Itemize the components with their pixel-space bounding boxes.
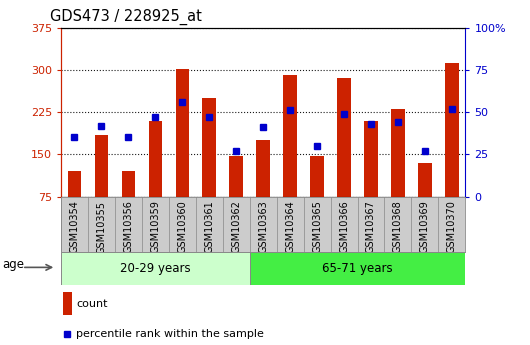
Text: GSM10355: GSM10355 [96, 200, 107, 254]
Bar [364, 120, 378, 239]
Text: age: age [3, 258, 25, 271]
Bar [95, 135, 108, 239]
Text: percentile rank within the sample: percentile rank within the sample [76, 329, 264, 339]
Text: GSM10369: GSM10369 [420, 200, 430, 253]
Text: GSM10359: GSM10359 [151, 200, 160, 253]
Bar [284, 76, 297, 239]
Bar [311, 156, 324, 239]
Bar [68, 171, 81, 239]
Text: GSM10361: GSM10361 [204, 200, 214, 253]
Text: GSM10360: GSM10360 [177, 200, 187, 253]
Bar [445, 63, 458, 239]
Text: GSM10367: GSM10367 [366, 200, 376, 253]
Bar [418, 163, 431, 239]
FancyBboxPatch shape [61, 252, 250, 285]
Text: GSM10365: GSM10365 [312, 200, 322, 253]
Bar [63, 292, 72, 315]
Bar [121, 171, 135, 239]
Text: GSM10356: GSM10356 [123, 200, 134, 253]
FancyBboxPatch shape [250, 252, 465, 285]
Text: GSM10370: GSM10370 [447, 200, 457, 253]
Text: GDS473 / 228925_at: GDS473 / 228925_at [50, 9, 202, 25]
Bar [229, 156, 243, 239]
Text: count: count [76, 299, 108, 309]
Bar [337, 78, 351, 239]
Bar [175, 69, 189, 239]
Text: GSM10362: GSM10362 [231, 200, 241, 253]
Bar [148, 120, 162, 239]
Text: 65-71 years: 65-71 years [322, 262, 393, 275]
Text: 20-29 years: 20-29 years [120, 262, 191, 275]
Text: GSM10354: GSM10354 [69, 200, 80, 253]
Bar [257, 140, 270, 239]
Text: GSM10366: GSM10366 [339, 200, 349, 253]
Text: GSM10363: GSM10363 [258, 200, 268, 253]
Text: GSM10364: GSM10364 [285, 200, 295, 253]
Text: GSM10368: GSM10368 [393, 200, 403, 253]
Bar [202, 98, 216, 239]
Bar [391, 109, 405, 239]
